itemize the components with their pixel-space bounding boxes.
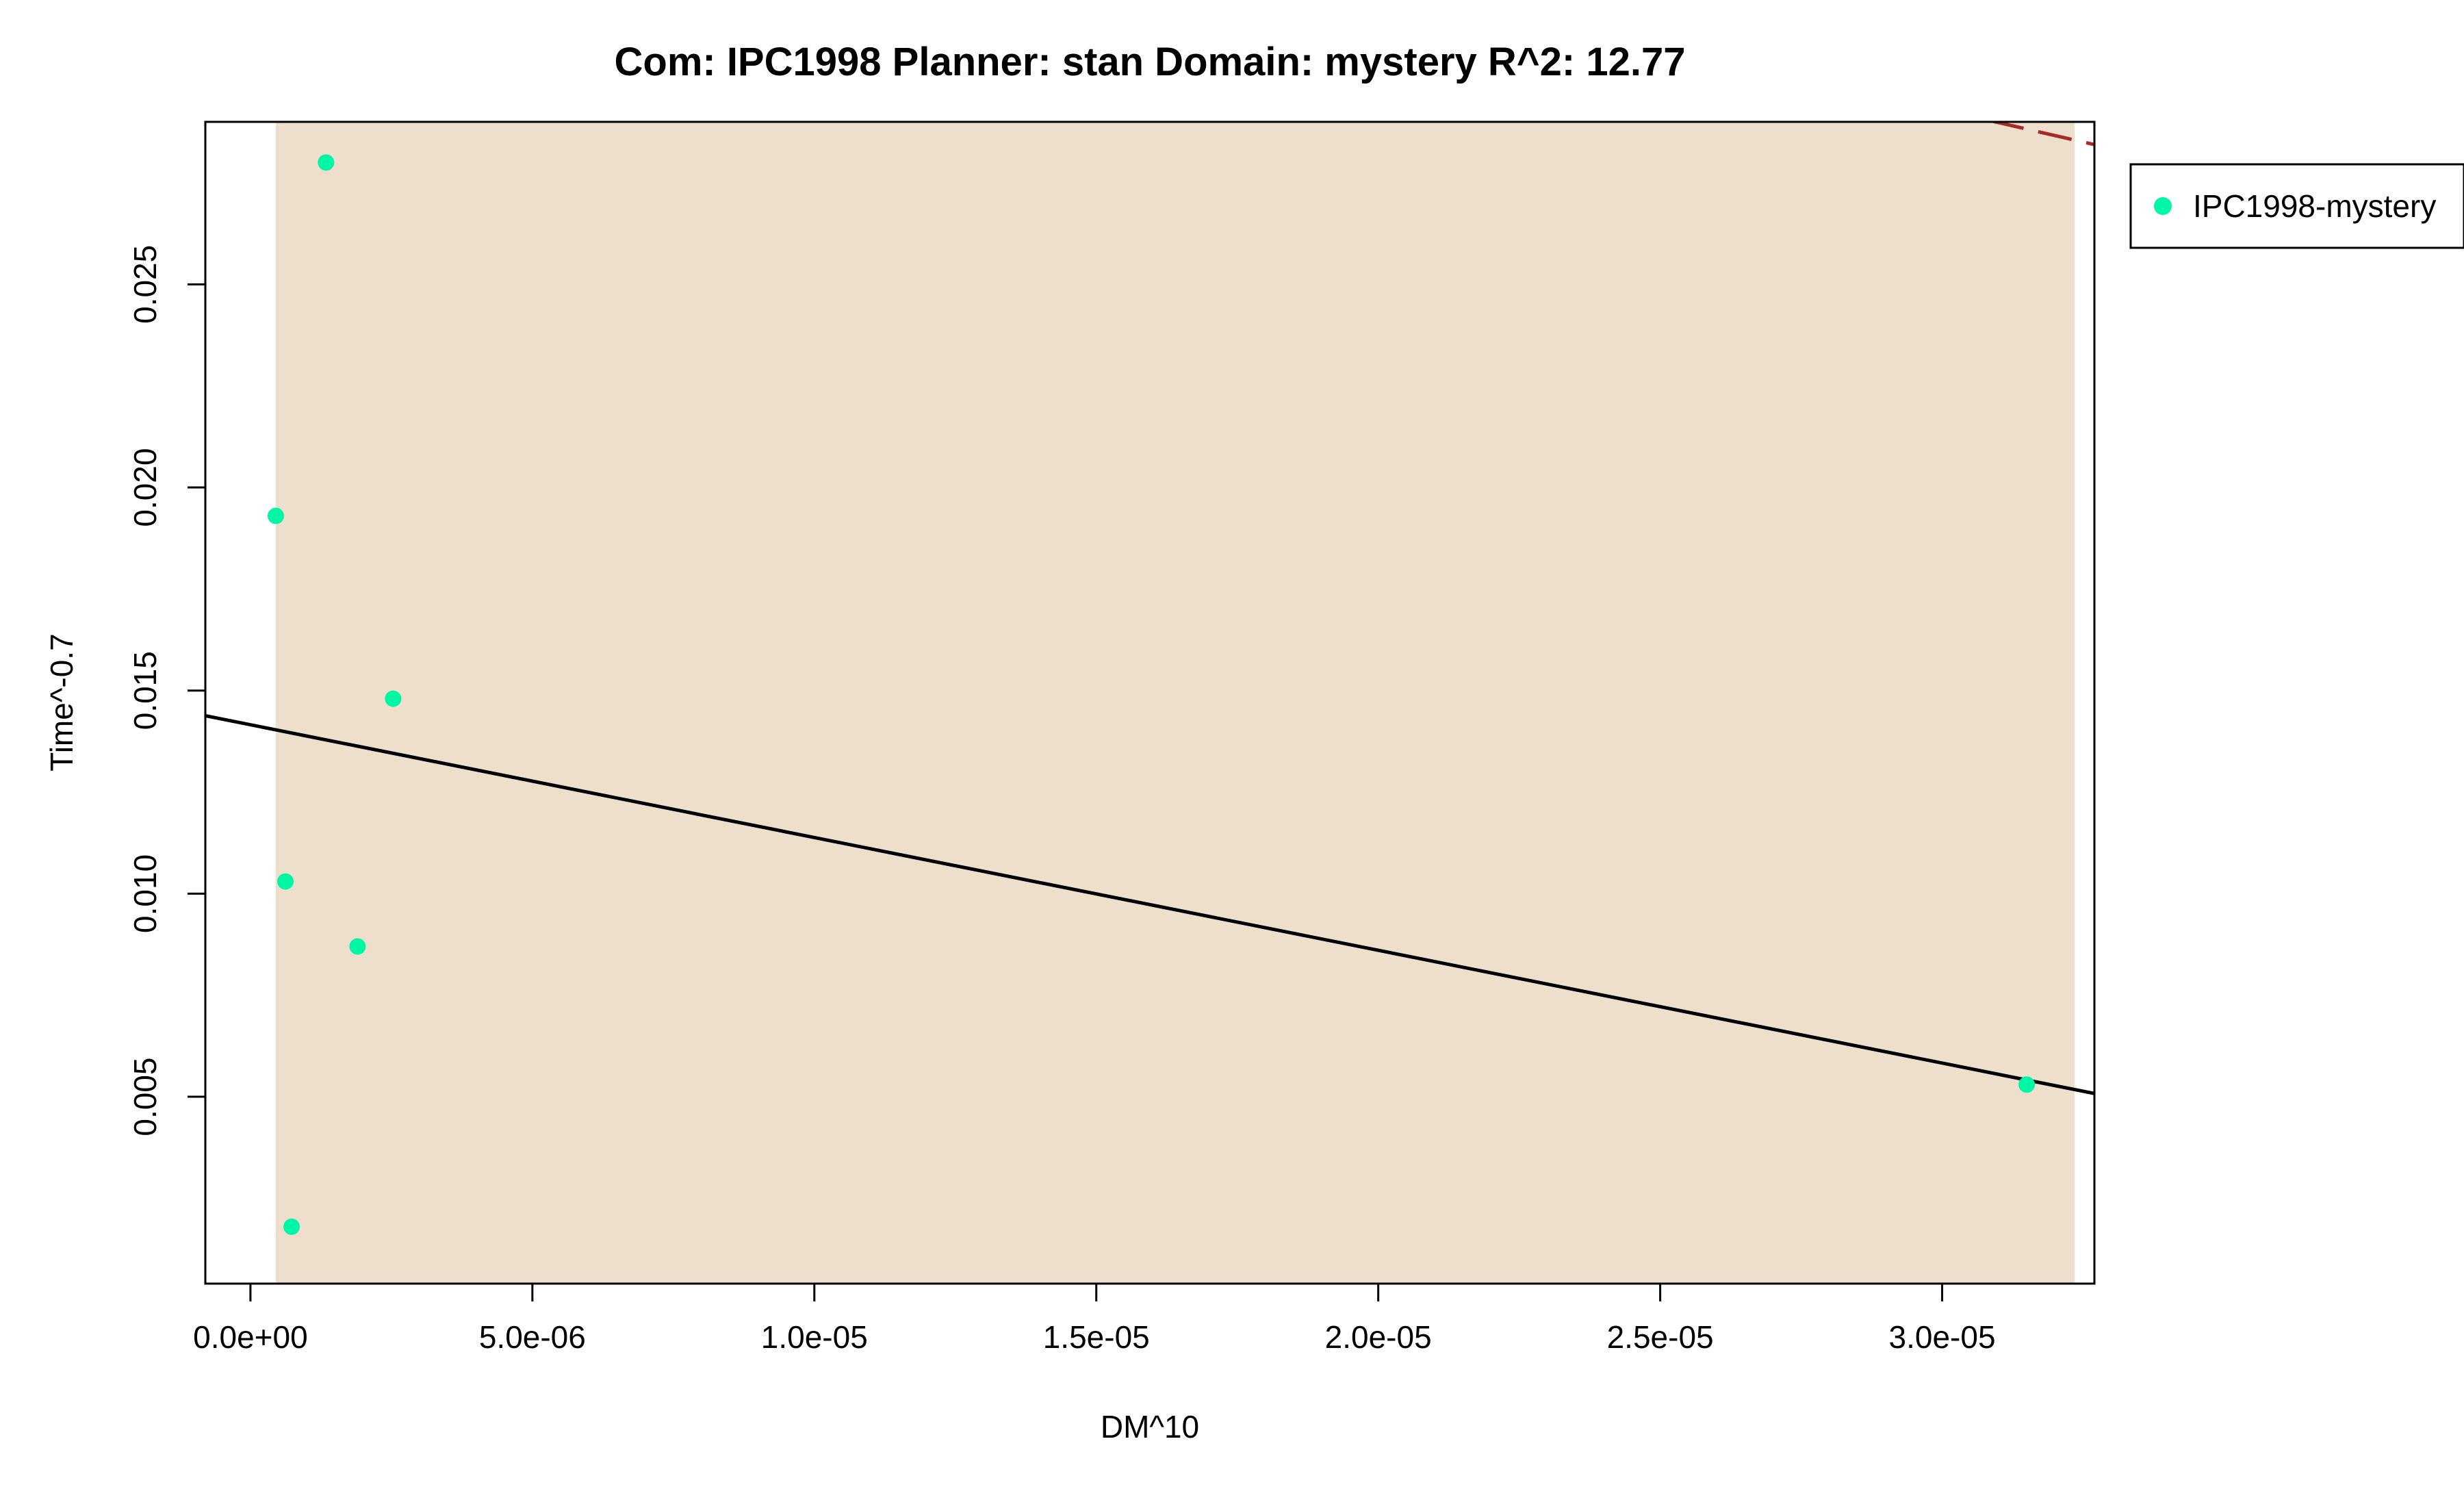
x-tick-label: 0.0e+00 [193,1319,308,1355]
legend-box [2129,163,2464,249]
regression-line [205,714,2094,1095]
legend: IPC1998-mystery [2129,163,2464,249]
data-point [277,873,294,890]
x-axis-label: DM^10 [1101,1409,1199,1445]
shaded-region [275,122,2075,1284]
data-point [283,1218,300,1235]
data-point [2018,1076,2036,1093]
chart-title: Com: IPC1998 Planner: stan Domain: myste… [615,40,1686,84]
data-point [385,690,402,707]
data-point [318,154,335,171]
data-points [267,154,2036,1235]
x-tick-label: 1.0e-05 [761,1319,868,1355]
x-tick-label: 2.0e-05 [1325,1319,1432,1355]
reference-line [1987,122,2094,147]
data-point [349,938,366,955]
y-tick-label: 0.015 [127,651,163,730]
x-tick-label: 1.5e-05 [1043,1319,1150,1355]
x-tick-label: 2.5e-05 [1607,1319,1714,1355]
y-tick-label: 0.010 [127,854,163,933]
data-point [267,507,284,524]
legend-label: IPC1998-mystery [2193,188,2436,224]
y-tick-label: 0.025 [127,245,163,324]
x-tick-label: 3.0e-05 [1889,1319,1996,1355]
y-axis: 0.005 0.010 0.015 0.020 0.025 [127,245,207,1136]
x-tick-label: 5.0e-06 [479,1319,586,1355]
y-tick-label: 0.005 [127,1057,163,1136]
y-tick-label: 0.020 [127,448,163,526]
x-axis: 0.0e+00 5.0e-06 1.0e-05 1.5e-05 2.0e-05 2.5e-… [193,1282,1996,1355]
y-axis-label: Time^-0.7 [44,633,79,771]
legend-marker [2154,197,2172,215]
